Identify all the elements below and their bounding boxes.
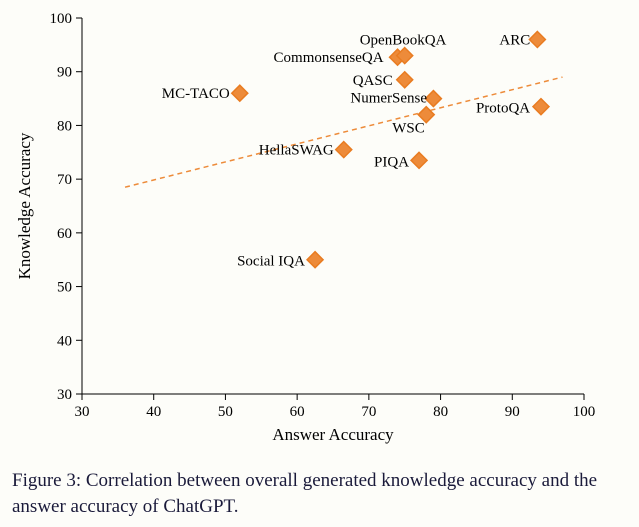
data-label: HellaSWAG — [259, 143, 334, 159]
x-axis-title: Answer Accuracy — [272, 425, 394, 444]
y-tick-label: 100 — [50, 11, 73, 27]
data-label: ProtoQA — [476, 101, 530, 117]
y-tick-label: 80 — [57, 118, 72, 134]
data-label: WSC — [392, 121, 425, 137]
data-label: MC-TACO — [162, 86, 230, 102]
data-point — [397, 72, 413, 88]
data-label: PIQA — [374, 154, 409, 170]
data-point — [411, 152, 427, 168]
data-point — [307, 252, 323, 268]
data-label: QASC — [353, 73, 393, 89]
axes — [82, 18, 584, 394]
data-point — [425, 91, 441, 107]
x-tick-label: 100 — [573, 404, 596, 420]
y-tick-label: 90 — [57, 65, 72, 81]
x-tick-label: 80 — [433, 404, 448, 420]
x-tick-label: 90 — [505, 404, 520, 420]
y-tick-label: 50 — [57, 280, 72, 296]
data-label: ARC — [499, 32, 530, 48]
y-tick-label: 70 — [57, 172, 72, 188]
data-point — [232, 85, 248, 101]
data-label: CommonsenseQA — [274, 50, 384, 66]
data-label: OpenBookQA — [360, 33, 447, 49]
y-tick-label: 40 — [57, 333, 72, 349]
data-label: Social IQA — [237, 254, 305, 270]
scatter-chart: 30 40 50 60 70 80 90 100 30 40 50 60 70 80 90 100 Answer… — [0, 0, 639, 460]
x-tick-label: 40 — [146, 404, 161, 420]
x-tick-label: 50 — [218, 404, 233, 420]
data-point — [533, 99, 549, 115]
x-tick-label: 30 — [75, 404, 90, 420]
y-axis-title: Knowledge Accuracy — [15, 132, 34, 279]
data-point — [529, 31, 545, 47]
y-tick-label: 30 — [57, 387, 72, 403]
x-tick-label: 60 — [290, 404, 305, 420]
data-label: NumerSense — [350, 91, 427, 107]
y-tick-label: 60 — [57, 226, 72, 242]
x-tick-label: 70 — [361, 404, 376, 420]
figure-caption: Figure 3: Correlation between overall ge… — [12, 468, 619, 519]
data-point — [336, 142, 352, 158]
